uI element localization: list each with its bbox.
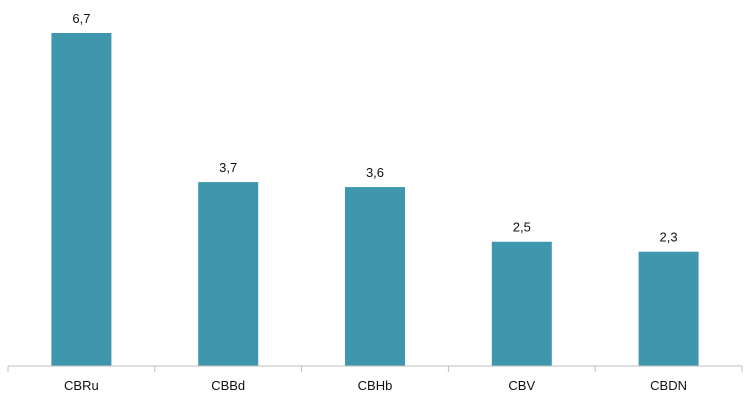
bar-cbhb — [345, 187, 405, 366]
value-label-cbv: 2,5 — [513, 220, 531, 235]
x-tick-label-cbv: CBV — [508, 378, 535, 393]
value-label-cbru: 6,7 — [72, 11, 90, 26]
value-label-cbdn: 2,3 — [660, 230, 678, 245]
value-labels-group: 6,7 3,7 3,6 2,5 2,3 — [72, 11, 677, 245]
x-tick-label-cbhb: CBHb — [358, 378, 393, 393]
bar-cbru — [51, 33, 112, 366]
x-tick-label-cbbd: CBBd — [211, 378, 245, 393]
value-label-cbbd: 3,7 — [219, 160, 237, 175]
bar-cbv — [491, 241, 552, 366]
bar-cbbd — [198, 182, 259, 366]
x-tick-label-cbru: CBRu — [64, 378, 99, 393]
bar-cbdn — [638, 251, 699, 366]
x-tick-labels-group: CBRu CBBd CBHb CBV CBDN — [64, 378, 687, 393]
bars-group — [51, 33, 699, 366]
x-tick-label-cbdn: CBDN — [650, 378, 687, 393]
x-axis-ticks-group — [7, 366, 743, 372]
value-label-cbhb: 3,6 — [366, 165, 384, 180]
